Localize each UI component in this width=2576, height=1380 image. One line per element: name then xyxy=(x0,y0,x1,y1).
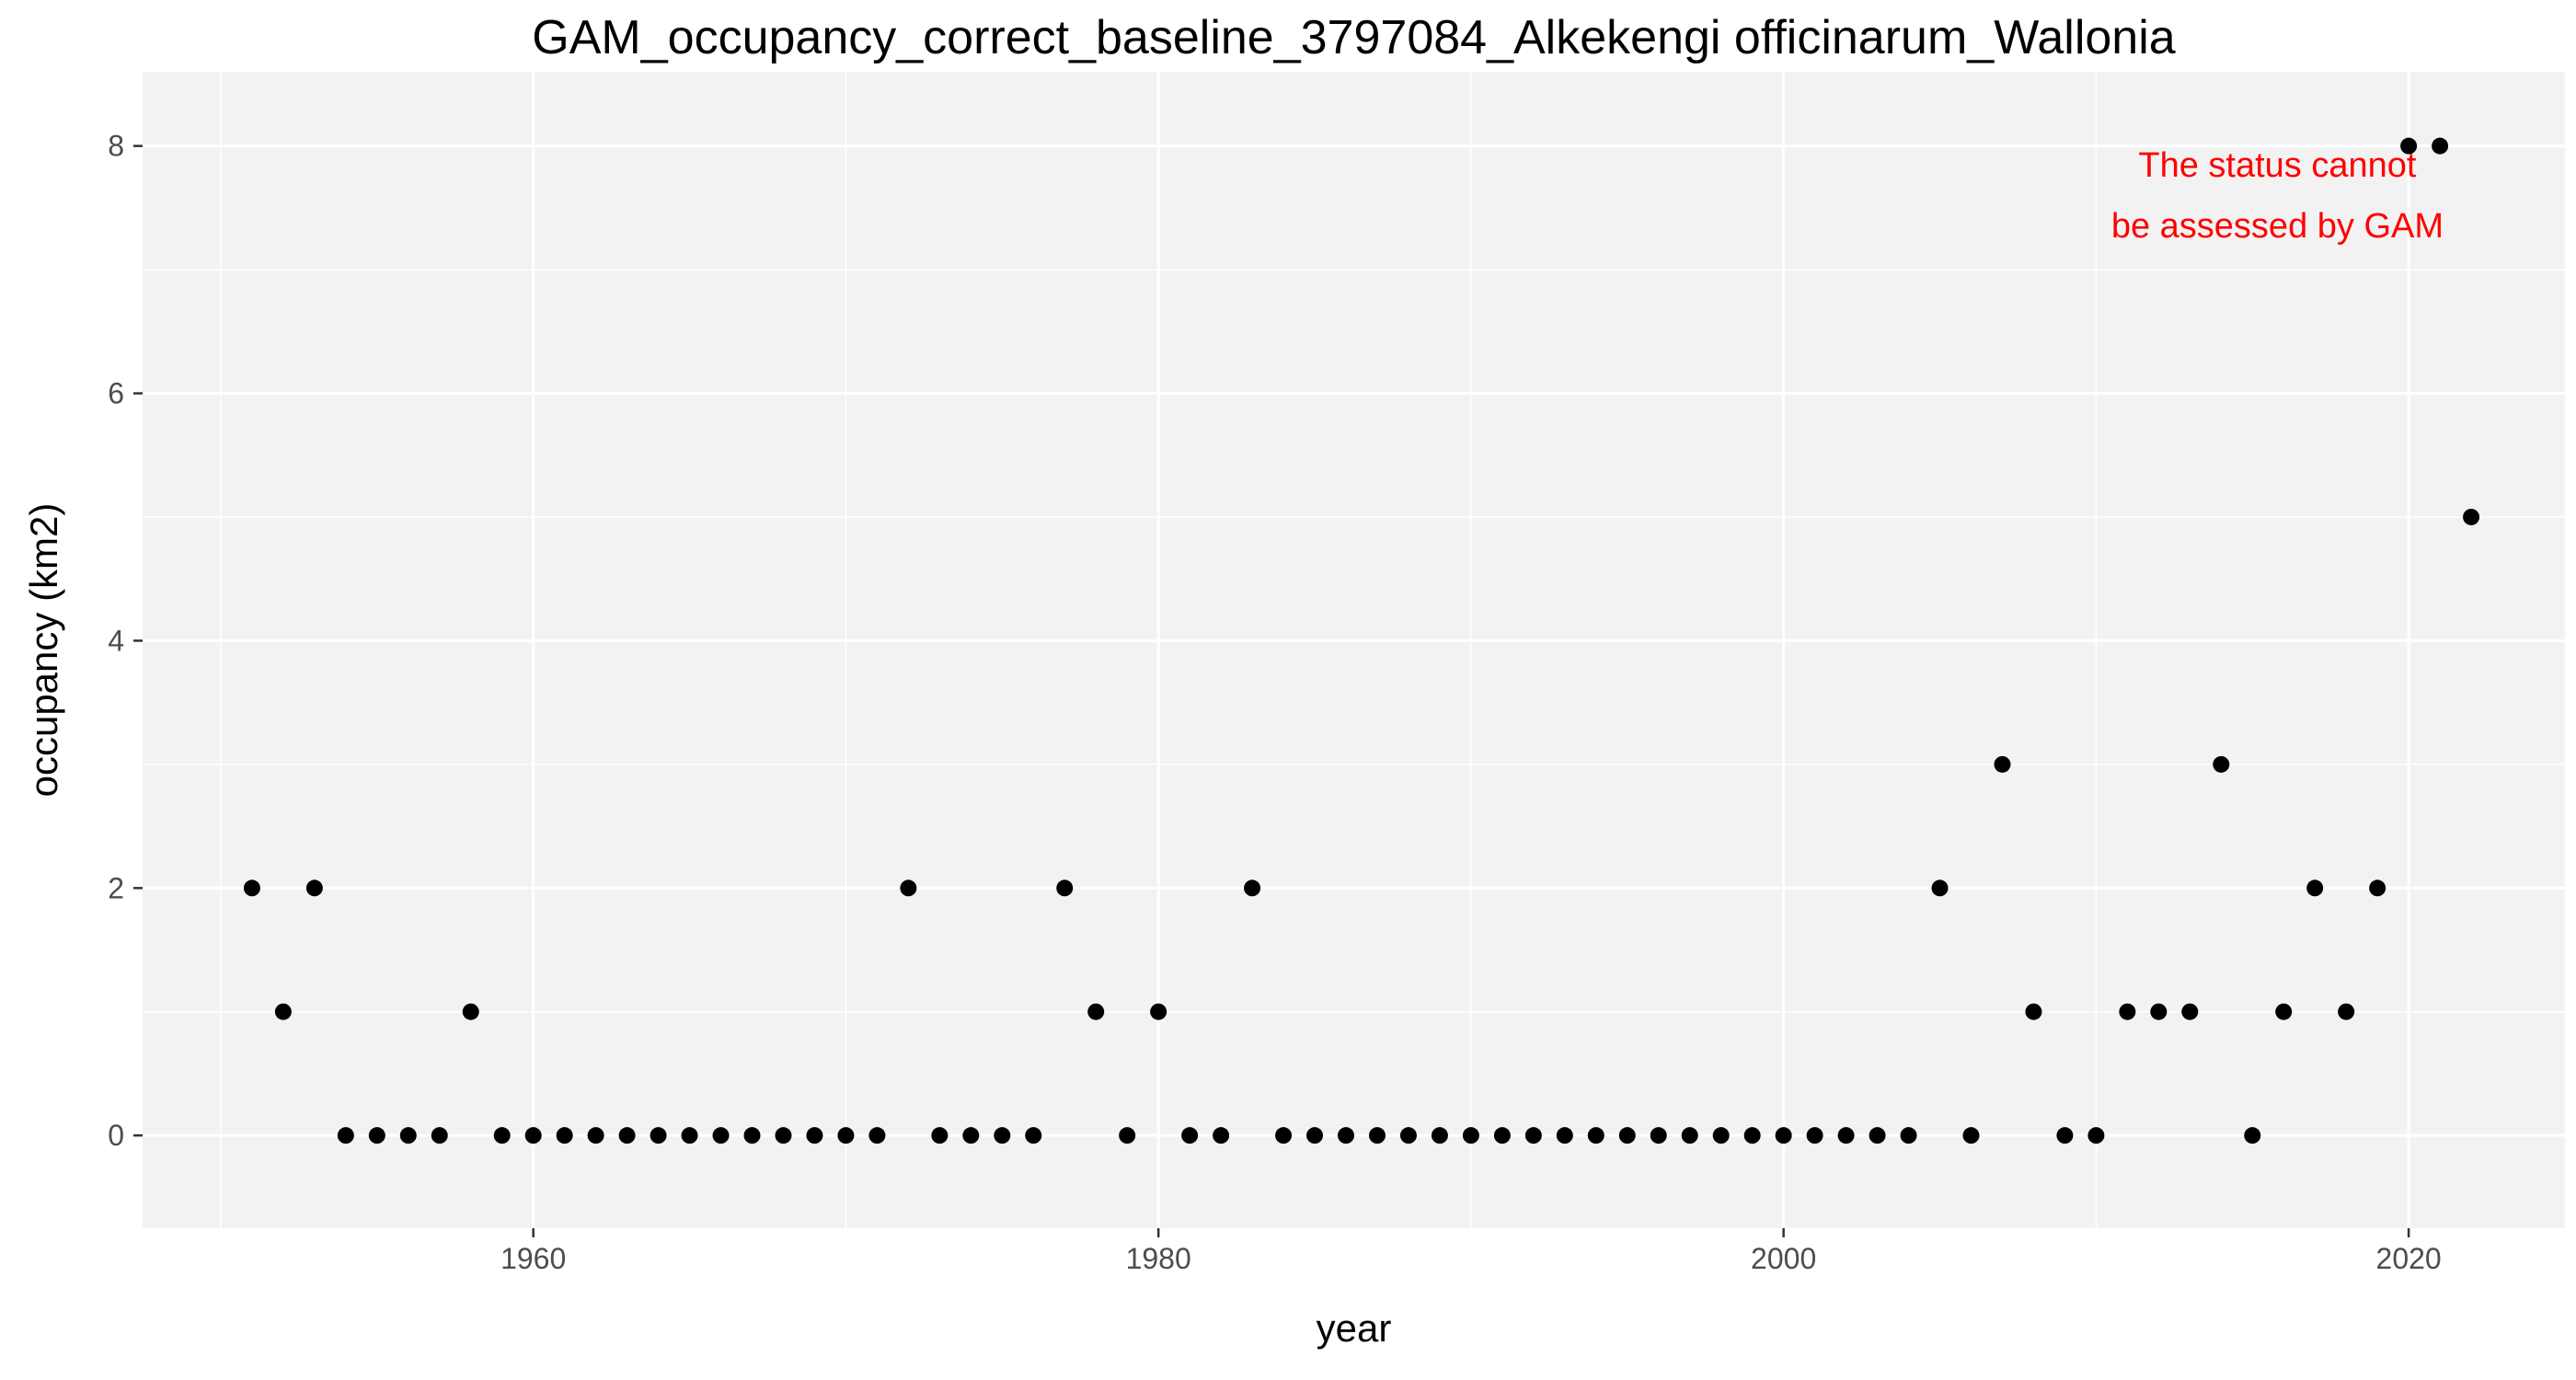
data-point xyxy=(2463,508,2480,525)
data-point xyxy=(2213,755,2230,773)
data-point xyxy=(1775,1127,1792,1144)
data-point xyxy=(1962,1127,1980,1144)
data-point xyxy=(743,1127,761,1144)
data-point xyxy=(2025,1003,2042,1020)
data-point xyxy=(712,1127,730,1144)
x-axis: 1960 1980 2000 2020 xyxy=(500,1228,2442,1275)
data-point xyxy=(1650,1127,1667,1144)
data-point xyxy=(2400,137,2418,155)
data-points xyxy=(243,137,2480,1144)
x-axis-title: year xyxy=(1317,1306,1392,1350)
data-point xyxy=(2369,880,2386,897)
plot-panel xyxy=(143,72,2565,1228)
data-point xyxy=(931,1127,949,1144)
x-tick-label: 1960 xyxy=(500,1242,566,1275)
data-point xyxy=(1306,1127,1324,1144)
data-point xyxy=(1806,1127,1823,1144)
data-point xyxy=(587,1127,604,1144)
annotation-line-2: be assessed by GAM xyxy=(2111,207,2444,246)
data-point xyxy=(1056,880,1074,897)
data-point xyxy=(1837,1127,1855,1144)
data-point xyxy=(1524,1127,1542,1144)
data-point xyxy=(1681,1127,1698,1144)
data-point xyxy=(1462,1127,1479,1144)
data-point xyxy=(837,1127,855,1144)
data-point xyxy=(556,1127,573,1144)
data-point xyxy=(1556,1127,1573,1144)
data-point xyxy=(399,1127,417,1144)
annotation-line-1: The status cannot xyxy=(2138,146,2417,185)
data-point xyxy=(431,1127,448,1144)
y-tick-label: 0 xyxy=(108,1119,124,1152)
data-point xyxy=(368,1127,385,1144)
y-axis: 0 2 4 6 8 xyxy=(108,130,143,1152)
data-point xyxy=(618,1127,636,1144)
data-point xyxy=(2432,137,2449,155)
data-point xyxy=(1150,1003,1167,1020)
data-point xyxy=(524,1127,542,1144)
data-point xyxy=(681,1127,698,1144)
data-point xyxy=(1587,1127,1604,1144)
data-point xyxy=(274,1003,292,1020)
data-point xyxy=(305,880,323,897)
data-point xyxy=(1994,755,2011,773)
data-point xyxy=(2119,1003,2136,1020)
data-point xyxy=(1275,1127,1293,1144)
data-point xyxy=(1025,1127,1042,1144)
data-point xyxy=(806,1127,823,1144)
data-point xyxy=(1431,1127,1448,1144)
chart-title: GAM_occupancy_correct_baseline_3797084_A… xyxy=(532,11,2175,64)
data-point xyxy=(1493,1127,1511,1144)
data-point xyxy=(493,1127,511,1144)
data-point xyxy=(1368,1127,1386,1144)
x-tick-label: 2000 xyxy=(1751,1242,1816,1275)
data-point xyxy=(1213,1127,1230,1144)
data-point xyxy=(1869,1127,1886,1144)
data-point xyxy=(2087,1127,2105,1144)
data-point xyxy=(2181,1003,2199,1020)
grid-major xyxy=(143,72,2565,1228)
data-point xyxy=(2056,1127,2074,1144)
data-point xyxy=(994,1127,1011,1144)
y-tick-label: 2 xyxy=(108,871,124,904)
data-point xyxy=(900,880,917,897)
y-axis-title: occupancy (km2) xyxy=(22,503,65,798)
data-point xyxy=(2275,1003,2293,1020)
x-tick-label: 2020 xyxy=(2376,1242,2442,1275)
data-point xyxy=(2338,1003,2355,1020)
y-tick-label: 8 xyxy=(108,130,124,163)
data-point xyxy=(2306,880,2324,897)
data-point xyxy=(2150,1003,2168,1020)
data-point xyxy=(1743,1127,1761,1144)
data-point xyxy=(462,1003,479,1020)
data-point xyxy=(1399,1127,1417,1144)
data-point xyxy=(243,880,260,897)
data-point xyxy=(337,1127,354,1144)
y-tick-label: 4 xyxy=(108,624,124,657)
data-point xyxy=(2244,1127,2261,1144)
data-point xyxy=(1338,1127,1355,1144)
data-point xyxy=(1119,1127,1136,1144)
data-point xyxy=(962,1127,980,1144)
x-tick-label: 1980 xyxy=(1126,1242,1191,1275)
grid-minor xyxy=(143,72,2565,1228)
data-point xyxy=(1087,1003,1105,1020)
data-point xyxy=(775,1127,792,1144)
data-point xyxy=(650,1127,667,1144)
data-point xyxy=(1712,1127,1730,1144)
data-point xyxy=(868,1127,886,1144)
data-point xyxy=(1181,1127,1199,1144)
data-point xyxy=(1931,880,1949,897)
data-point xyxy=(1900,1127,1917,1144)
y-tick-label: 6 xyxy=(108,377,124,410)
data-point xyxy=(1244,880,1261,897)
data-point xyxy=(1618,1127,1636,1144)
